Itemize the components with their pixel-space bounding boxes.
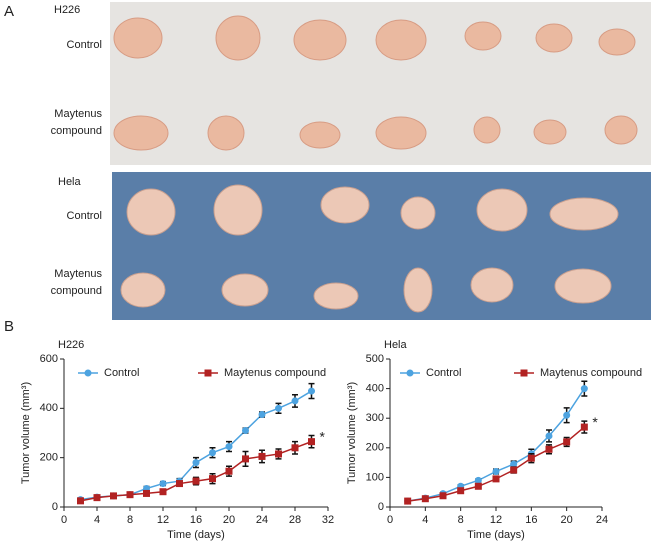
- y-tick-label: 200: [40, 452, 58, 464]
- data-point: [291, 397, 299, 405]
- annotation: *: [592, 414, 598, 430]
- chart-title: H226: [58, 339, 84, 351]
- data-point: [242, 455, 249, 463]
- data-point: [258, 452, 266, 460]
- group-label: H226: [54, 4, 80, 16]
- row-label: compound: [51, 125, 102, 137]
- legend-label: Maytenus compound: [224, 367, 326, 379]
- y-tick-label: 400: [40, 402, 58, 414]
- data-point: [563, 411, 571, 419]
- data-point: [176, 480, 183, 488]
- data-point: [510, 466, 518, 474]
- group-label: Hela: [58, 176, 82, 188]
- x-tick-label: 20: [561, 514, 573, 526]
- x-tick-label: 24: [596, 514, 608, 526]
- panel-label: B: [4, 318, 14, 335]
- data-point: [510, 460, 518, 468]
- data-point: [209, 449, 216, 457]
- x-tick-label: 0: [387, 514, 393, 526]
- data-point: [527, 454, 535, 462]
- data-point: [209, 475, 216, 483]
- y-axis-label: Tumor volume (mm³): [346, 382, 358, 484]
- row-label: Maytenus: [54, 268, 102, 280]
- x-tick-label: 8: [458, 514, 464, 526]
- data-point: [93, 494, 101, 502]
- row-label: Maytenus: [54, 108, 102, 120]
- row-label: compound: [51, 285, 102, 297]
- row-label: Control: [67, 210, 102, 222]
- data-point: [492, 475, 500, 483]
- data-point: [563, 438, 571, 446]
- y-tick-label: 100: [366, 471, 384, 483]
- data-point: [404, 497, 412, 505]
- x-tick-label: 12: [157, 514, 169, 526]
- y-axis-label: Tumor volume (mm³): [20, 382, 32, 484]
- panel-label: A: [4, 3, 14, 20]
- data-point: [580, 385, 588, 393]
- data-point: [192, 459, 200, 467]
- x-tick-label: 28: [289, 514, 301, 526]
- x-tick-label: 8: [127, 514, 133, 526]
- annotation: *: [320, 428, 326, 444]
- data-point: [580, 423, 588, 431]
- data-point: [474, 482, 482, 490]
- tumors-h226: [113, 15, 638, 151]
- x-tick-label: 4: [94, 514, 100, 526]
- legend-marker: [204, 369, 212, 377]
- x-tick-label: 32: [322, 514, 334, 526]
- y-tick-label: 300: [366, 412, 384, 424]
- x-axis-label: Time (days): [167, 529, 225, 541]
- data-point: [143, 489, 150, 497]
- x-axis-label: Time (days): [467, 529, 525, 541]
- x-tick-label: 16: [190, 514, 202, 526]
- x-tick-label: 16: [525, 514, 537, 526]
- y-tick-label: 200: [366, 442, 384, 454]
- data-point: [258, 411, 266, 418]
- x-tick-label: 12: [490, 514, 502, 526]
- data-point: [291, 444, 299, 452]
- legend-label: Maytenus compound: [540, 367, 642, 379]
- x-tick-label: 24: [256, 514, 268, 526]
- x-tick-label: 4: [422, 514, 428, 526]
- data-point: [308, 438, 315, 446]
- legend-marker: [84, 369, 92, 377]
- data-point: [492, 467, 500, 475]
- data-point: [545, 432, 553, 440]
- data-point: [457, 487, 465, 495]
- series-line: [407, 426, 585, 502]
- data-point: [242, 427, 249, 435]
- data-point: [308, 387, 315, 395]
- data-point: [225, 443, 233, 451]
- y-tick-label: 0: [52, 501, 58, 513]
- data-point: [474, 476, 482, 484]
- data-point: [421, 495, 429, 503]
- data-point: [159, 488, 167, 496]
- data-point: [159, 480, 167, 488]
- data-point: [275, 404, 282, 412]
- tumors-hela: [120, 184, 619, 313]
- x-tick-label: 20: [223, 514, 235, 526]
- y-tick-label: 500: [366, 353, 384, 365]
- x-tick-label: 0: [61, 514, 67, 526]
- y-tick-label: 600: [40, 353, 58, 365]
- y-tick-label: 0: [378, 501, 384, 513]
- data-point: [275, 450, 282, 458]
- legend-marker: [520, 369, 528, 377]
- legend-label: Control: [426, 367, 461, 379]
- data-point: [192, 477, 200, 485]
- chart-title: Hela: [384, 339, 408, 351]
- data-point: [126, 491, 134, 499]
- data-point: [545, 445, 553, 453]
- y-tick-label: 400: [366, 383, 384, 395]
- legend-label: Control: [104, 367, 139, 379]
- data-point: [110, 492, 117, 500]
- legend-marker: [406, 369, 414, 377]
- data-point: [439, 492, 447, 500]
- data-point: [225, 467, 233, 475]
- data-point: [77, 497, 84, 505]
- row-label: Control: [67, 39, 102, 51]
